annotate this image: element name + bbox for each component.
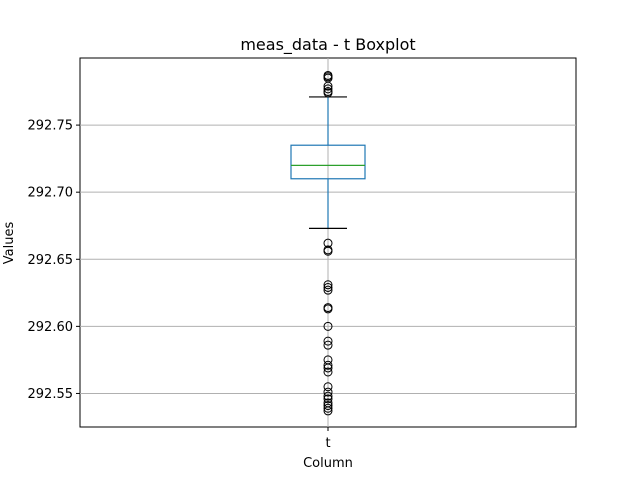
y-tick-label: 292.60 [28, 320, 74, 335]
outlier-point [323, 403, 333, 413]
outlier-point [323, 363, 333, 373]
box-layer [290, 96, 366, 230]
outlier-point [323, 336, 333, 346]
outlier-point [323, 285, 333, 295]
outlier-point [323, 406, 333, 416]
x-axis-ticks: t [325, 427, 331, 451]
outlier-point [323, 282, 333, 292]
x-tick-label: t [325, 436, 330, 451]
outlier-point [323, 81, 333, 91]
y-tick-label: 292.65 [28, 253, 74, 268]
chart-title: meas_data - t Boxplot [240, 35, 415, 55]
y-axis-ticks: 292.55 292.60 292.65 292.70 292.75 [28, 119, 80, 402]
outlier-layer [323, 70, 333, 416]
outlier-point [323, 360, 333, 370]
outlier-point [323, 367, 333, 377]
outlier-point [323, 340, 333, 350]
outlier-point [323, 382, 333, 392]
outlier-point [323, 401, 333, 411]
outlier-point [323, 84, 333, 94]
x-axis-label: Column [303, 456, 353, 471]
y-axis-label: Values [2, 222, 17, 265]
outlier-point [323, 394, 333, 404]
y-tick-label: 292.70 [28, 186, 74, 201]
outlier-point [323, 321, 333, 331]
outlier-point [323, 246, 333, 256]
y-tick-label: 292.55 [28, 387, 74, 402]
outlier-point [323, 391, 333, 401]
y-tick-label: 292.75 [28, 119, 74, 134]
outlier-point [323, 387, 333, 397]
outlier-point [323, 280, 333, 290]
box-iqr [290, 144, 366, 180]
outlier-point [323, 304, 333, 314]
outlier-point [323, 88, 333, 98]
